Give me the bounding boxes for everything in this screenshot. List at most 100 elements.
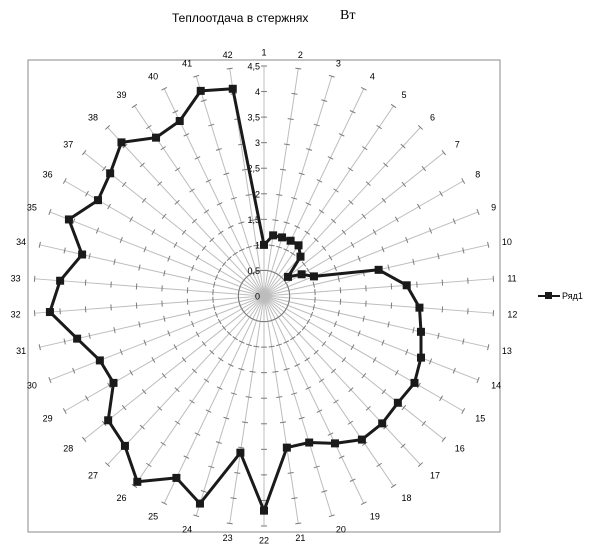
- spoke-tick: [283, 340, 290, 344]
- spoke-tick: [81, 149, 87, 156]
- spoke-tick: [85, 395, 89, 402]
- spoke-tick: [215, 441, 222, 444]
- category-label-29: 29: [43, 414, 53, 424]
- spoke-tick: [173, 344, 178, 350]
- category-label-11: 11: [507, 273, 516, 283]
- spoke-tick: [143, 339, 147, 346]
- spoke-tick: [441, 149, 447, 156]
- spoke-tick: [327, 156, 334, 160]
- spoke-tick: [360, 87, 367, 91]
- spoke-tick: [416, 203, 421, 210]
- spoke-tick: [221, 325, 227, 331]
- data-point-34: [78, 250, 87, 259]
- spoke-tick: [341, 229, 347, 235]
- spoke-tick: [376, 124, 382, 130]
- spoke-tick: [194, 432, 201, 436]
- spoke-tick: [390, 483, 397, 489]
- radial-tick-label: 4,5: [247, 62, 260, 72]
- spoke-tick: [172, 110, 179, 114]
- spoke-tick: [181, 229, 187, 235]
- spoke-tick: [161, 87, 168, 91]
- spoke-tick: [201, 245, 207, 251]
- spoke-tick: [227, 363, 234, 367]
- spoke-tick: [428, 227, 433, 234]
- spoke-23: [229, 295, 265, 524]
- spoke-tick: [230, 392, 237, 396]
- spoke-tick: [452, 218, 456, 225]
- spoke-25: [163, 295, 265, 504]
- spoke-tick: [113, 258, 116, 265]
- spoke-tick: [439, 190, 443, 197]
- spoke-tick: [372, 229, 377, 235]
- spoke-9: [263, 211, 479, 297]
- spoke-tick: [181, 357, 187, 363]
- spoke-tick: [362, 315, 365, 322]
- category-label-13: 13: [502, 346, 512, 356]
- spoke-tick: [417, 462, 423, 468]
- spoke-tick: [218, 230, 224, 235]
- spoke-tick: [296, 331, 302, 336]
- spoke-tick: [313, 237, 319, 243]
- spoke-30: [49, 295, 265, 381]
- category-label-38: 38: [88, 113, 98, 123]
- category-label-30: 30: [27, 381, 37, 391]
- category-label-16: 16: [455, 444, 465, 454]
- category-label-33: 33: [11, 273, 21, 283]
- spoke-tick: [85, 190, 89, 197]
- spoke-tick: [333, 399, 339, 404]
- category-label-3: 3: [336, 58, 341, 68]
- spoke-tick: [349, 110, 356, 114]
- spoke-tick: [38, 344, 41, 351]
- spoke-tick: [476, 208, 480, 215]
- spoke-tick: [268, 345, 275, 348]
- spoke-tick: [487, 344, 490, 351]
- radial-tick-label: 2,5: [247, 164, 260, 174]
- spoke-tick: [321, 341, 327, 347]
- spoke-tick: [227, 225, 234, 229]
- data-point-13: [416, 327, 425, 336]
- spoke-tick: [287, 471, 294, 474]
- category-label-42: 42: [223, 50, 233, 60]
- spoke-4: [263, 88, 365, 297]
- legend-series-marker: [545, 292, 552, 299]
- spoke-tick: [193, 514, 200, 518]
- spoke-tick: [372, 357, 377, 363]
- spoke-tick: [143, 246, 147, 253]
- spoke-tick: [290, 251, 296, 256]
- spoke-tick: [298, 416, 305, 420]
- spoke-tick: [161, 501, 168, 505]
- spoke-28: [83, 295, 265, 440]
- spoke-tick: [361, 213, 367, 219]
- spoke-13: [263, 295, 489, 348]
- spoke-6: [263, 127, 421, 297]
- spoke-tick: [107, 203, 112, 210]
- series-line: [48, 87, 423, 513]
- data-point-41: [196, 86, 205, 95]
- data-point-26: [133, 477, 142, 486]
- spoke-tick: [129, 369, 134, 376]
- data-point-28: [104, 416, 113, 425]
- data-point-33: [56, 276, 65, 285]
- category-label-12: 12: [507, 310, 517, 320]
- spoke-tick: [101, 165, 107, 172]
- data-point-37: [106, 169, 115, 178]
- legend-series-line: [538, 292, 560, 299]
- spoke-tick: [330, 368, 337, 374]
- spoke-tick: [349, 478, 356, 482]
- spoke-tick: [183, 455, 190, 459]
- category-label-26: 26: [117, 493, 127, 503]
- spoke-12: [263, 295, 494, 314]
- spoke-tick: [203, 378, 210, 383]
- category-label-22: 22: [259, 536, 269, 546]
- spoke-tick: [230, 196, 237, 200]
- spoke-19: [263, 295, 365, 504]
- spoke-tick: [121, 404, 127, 411]
- spoke-tick: [387, 264, 390, 271]
- data-point-9: [309, 272, 318, 281]
- spoke-tick: [151, 229, 156, 235]
- data-point-38: [117, 138, 126, 147]
- spoke-tick: [283, 367, 290, 371]
- spoke-tick: [191, 265, 195, 271]
- spoke-tick: [357, 330, 361, 337]
